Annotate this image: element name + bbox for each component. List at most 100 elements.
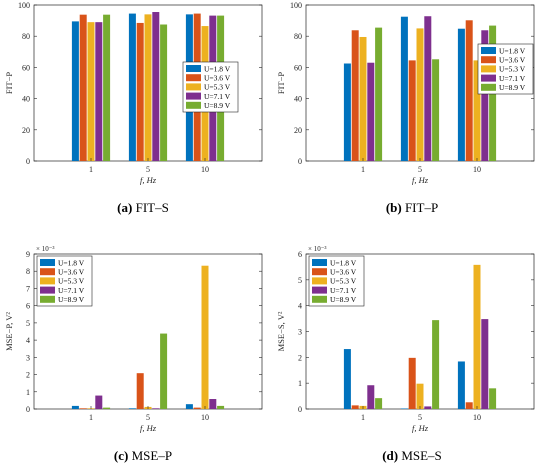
legend-swatch — [40, 268, 55, 276]
legend-label: U=3.6 V — [58, 268, 85, 277]
y-tick-label: 4 — [26, 336, 30, 345]
legend-swatch — [186, 74, 201, 82]
bar — [481, 319, 489, 409]
y-tick-label: 3 — [26, 353, 30, 362]
legend-label: U=5.3 V — [204, 83, 231, 92]
y-scale-note: × 10⁻³ — [308, 245, 327, 253]
y-tick-label: 0 — [26, 157, 30, 166]
legend-label: U=3.6 V — [499, 56, 526, 65]
x-axis-label: f, Hz — [412, 175, 429, 185]
legend-label: U=3.6 V — [330, 268, 357, 277]
legend-swatch — [40, 277, 55, 285]
legend-label: U=7.1 V — [330, 286, 357, 295]
y-scale-note: × 10⁻³ — [36, 245, 55, 253]
y-tick-label: 0 — [26, 405, 30, 414]
x-tick-label: 1 — [361, 165, 365, 174]
x-tick-label: 1 — [89, 165, 93, 174]
legend-swatch — [312, 259, 327, 266]
subfigure-caption: (c) MSE–P — [114, 448, 172, 463]
bar — [79, 14, 87, 162]
bar — [432, 320, 440, 409]
y-tick-label: 6 — [26, 302, 30, 311]
legend-swatch — [40, 295, 55, 303]
bar — [136, 22, 144, 161]
bar — [473, 60, 481, 161]
bar — [375, 398, 383, 409]
legend-label: U=1.8 V — [330, 258, 357, 267]
legend-swatch — [481, 74, 496, 82]
y-axis-label: MSE−S, V² — [276, 311, 286, 351]
legend-swatch — [481, 56, 496, 64]
y-tick-label: 1 — [298, 379, 302, 388]
caption-text: FIT–S — [132, 200, 168, 215]
bar — [79, 408, 87, 409]
caption-text: MSE–S — [398, 448, 442, 463]
bar — [457, 28, 465, 161]
y-tick-label: 60 — [294, 63, 302, 72]
chart-panel-2: 0 20 40 60 80 100 1 5 10 f, Hz FIT−P U=1.8 VU=3.6 V… — [276, 1, 535, 215]
bar — [400, 16, 408, 162]
bar — [424, 16, 432, 162]
bar — [95, 22, 103, 161]
legend-swatch — [186, 92, 201, 100]
x-tick-label: 10 — [473, 165, 481, 174]
x-tick-label: 5 — [146, 413, 150, 422]
legend-label: U=1.8 V — [204, 64, 231, 73]
y-axis-label: FIT−P — [4, 72, 14, 95]
x-tick-label: 5 — [418, 413, 422, 422]
bar — [144, 14, 152, 161]
bar — [351, 405, 359, 409]
x-tick-label: 10 — [473, 413, 481, 422]
bar — [367, 385, 375, 409]
bar — [87, 22, 95, 161]
legend-label: U=7.1 V — [204, 92, 231, 101]
legend-swatch — [40, 259, 55, 266]
bar — [103, 407, 111, 409]
subfigure-caption: (b) FIT–P — [386, 200, 438, 215]
bar — [160, 24, 168, 161]
legend-label: U=1.8 V — [58, 258, 85, 267]
y-tick-label: 3 — [298, 328, 302, 337]
x-tick-label: 5 — [146, 165, 150, 174]
legend-swatch — [40, 286, 55, 294]
chart-panel-1: 0 20 40 60 80 100 1 5 10 f, Hz FIT−P U=1.8 VU=3.6 V… — [4, 1, 263, 215]
legend-swatch — [481, 65, 496, 73]
bar — [95, 395, 103, 409]
bar — [416, 383, 424, 409]
legend-swatch — [312, 295, 327, 303]
y-tick-label: 9 — [26, 250, 30, 259]
bar — [343, 349, 351, 409]
caption-letter: (b) — [386, 200, 402, 215]
y-tick-label: 4 — [298, 302, 302, 311]
bar — [71, 405, 79, 409]
legend-swatch — [186, 101, 201, 109]
chart-panel-3: 0 1 2 3 4 5 6 7 8 9 × 10⁻³ 1 5 10 f, Hz MSE−P, V² U=1.8 … — [4, 245, 263, 463]
subfigure-caption: (a) FIT–S — [117, 200, 169, 215]
y-tick-label: 0 — [298, 405, 302, 414]
caption-letter: (c) — [114, 448, 128, 463]
legend-label: U=5.3 V — [330, 277, 357, 286]
y-tick-label: 80 — [22, 32, 30, 41]
legend-swatch — [312, 286, 327, 294]
bar — [160, 333, 168, 409]
bar — [473, 264, 481, 409]
legend-label: U=3.6 V — [204, 74, 231, 83]
bar — [217, 405, 225, 409]
y-tick-label: 2 — [298, 353, 302, 362]
bar — [367, 62, 375, 161]
y-tick-label: 40 — [294, 95, 302, 104]
y-tick-label: 20 — [22, 126, 30, 135]
bar — [152, 408, 160, 409]
bar — [193, 407, 201, 409]
legend-label: U=8.9 V — [330, 295, 357, 304]
bar — [136, 373, 144, 409]
x-axis-label: f, Hz — [140, 175, 157, 185]
caption-letter: (d) — [382, 448, 398, 463]
bar — [432, 59, 440, 162]
y-tick-label: 60 — [22, 63, 30, 72]
x-tick-label: 5 — [418, 165, 422, 174]
bar — [489, 388, 497, 409]
y-axis-label: MSE−P, V² — [4, 312, 14, 351]
y-tick-label: 5 — [298, 276, 302, 285]
